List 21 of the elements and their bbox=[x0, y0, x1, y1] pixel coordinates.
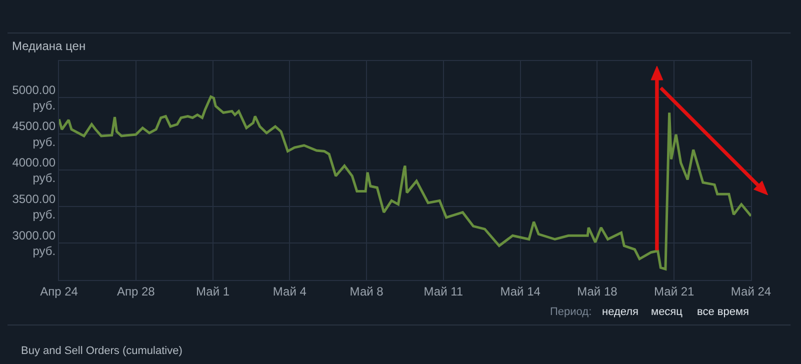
x-tick-label: Май 4 bbox=[272, 284, 307, 298]
y-tick-label: 3000.00 руб. bbox=[12, 228, 56, 258]
x-tick-label: Май 24 bbox=[730, 284, 772, 298]
x-tick-label: Май 14 bbox=[500, 284, 541, 298]
x-tick-label: Май 1 bbox=[196, 284, 230, 298]
y-tick-label: 4000.00 руб. bbox=[12, 156, 56, 186]
x-tick-label: Май 8 bbox=[350, 284, 384, 298]
text: все время bbox=[697, 306, 750, 318]
x-tick-label: Май 18 bbox=[577, 284, 618, 298]
text: неделя bbox=[602, 306, 639, 318]
y-tick-label: 5000.00 руб. bbox=[12, 82, 56, 112]
x-tick-label: Апр 28 bbox=[116, 284, 156, 298]
y-tick-label: 3500.00 руб. bbox=[12, 192, 56, 222]
x-tick-label: Апр 24 bbox=[40, 284, 78, 298]
text: Buy and Sell Orders (cumulative) bbox=[21, 345, 182, 357]
y-tick-label: 4500.00 руб. bbox=[12, 119, 56, 149]
chart-title: Медиана цен bbox=[12, 39, 86, 54]
text: месяц bbox=[651, 306, 684, 318]
x-tick-label: Май 11 bbox=[424, 284, 464, 298]
x-tick-label: Май 21 bbox=[654, 284, 695, 298]
text: Период: bbox=[550, 306, 592, 318]
